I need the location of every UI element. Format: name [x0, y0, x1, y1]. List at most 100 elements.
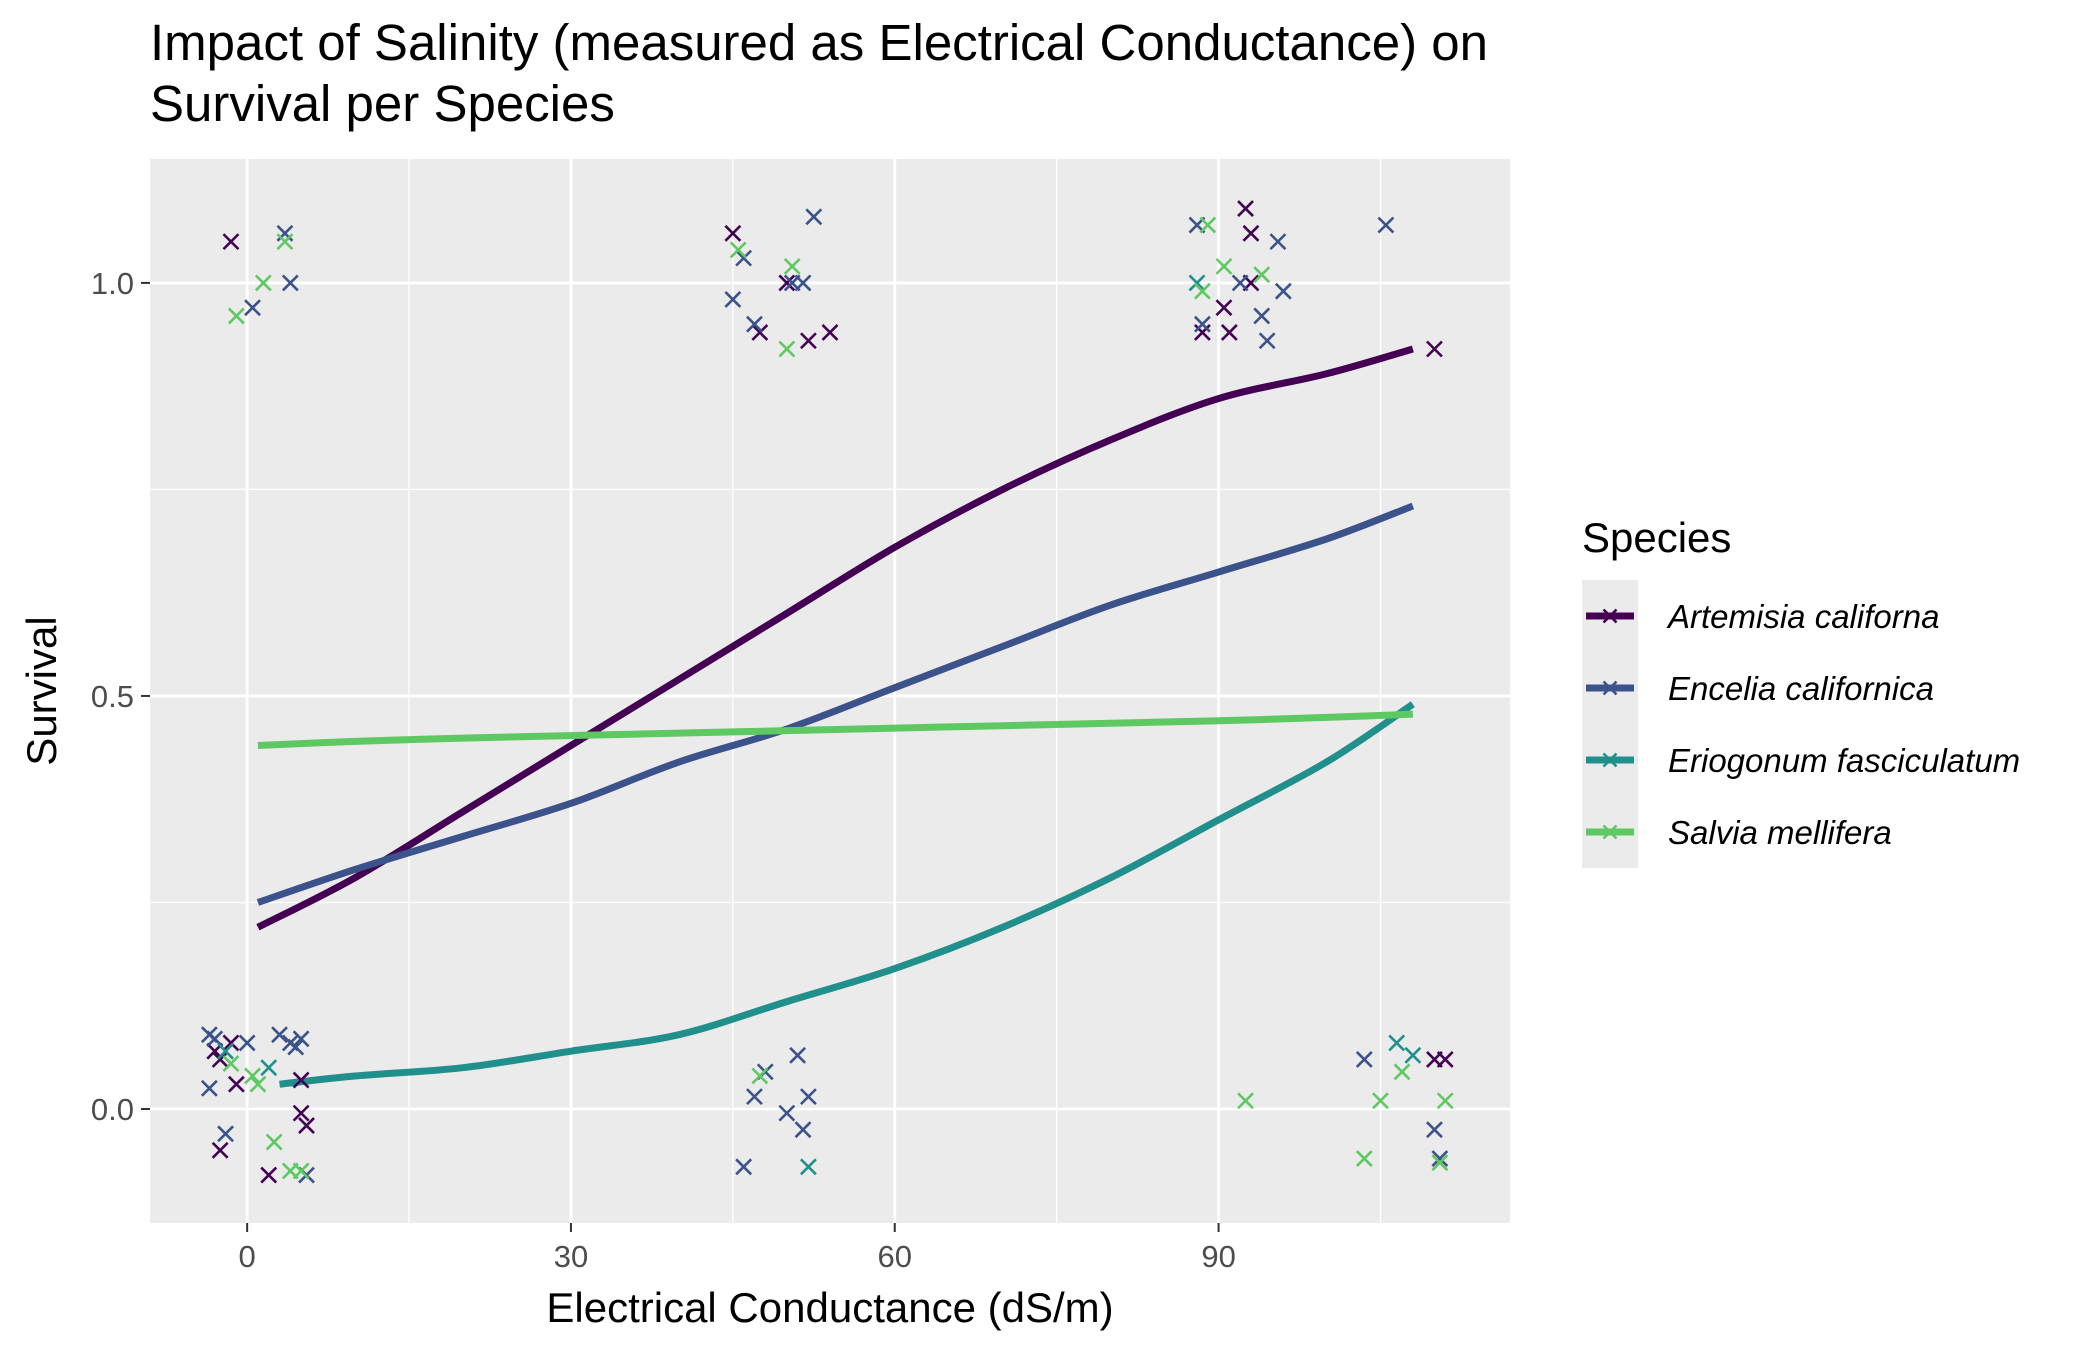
plot-panel	[150, 159, 1510, 1223]
legend-key-marker	[1602, 752, 1618, 768]
legend-title: Species	[1582, 514, 1731, 561]
y-tick-label: 0.5	[91, 679, 134, 714]
data-point-artemisia-californa	[751, 324, 769, 341]
data-point-encelia-californica	[799, 1088, 817, 1106]
data-point-salvia-mellifera	[1431, 1154, 1449, 1172]
data-point-encelia-californica	[217, 1125, 234, 1143]
data-point-encelia-californica	[794, 1121, 812, 1139]
data-point-salvia-mellifera	[1355, 1150, 1373, 1167]
data-point-encelia-californica	[1269, 233, 1287, 251]
data-point-salvia-mellifera	[249, 1075, 267, 1093]
data-point-eriogonum-fasciculatum	[1188, 274, 1206, 292]
data-point-eriogonum-fasciculatum	[260, 1059, 278, 1077]
data-point-encelia-californica	[238, 1034, 256, 1052]
data-point-salvia-mellifera	[227, 307, 245, 325]
x-tick-label: 30	[554, 1239, 588, 1274]
data-point-salvia-mellifera	[751, 1067, 769, 1085]
legend-key-marker	[1602, 608, 1618, 624]
data-point-encelia-californica	[292, 1030, 310, 1048]
x-axis-ticks: 0 30 60 90	[239, 1223, 1236, 1274]
data-point-encelia-californica	[746, 1088, 763, 1106]
y-tick-label: 1.0	[91, 266, 134, 301]
legend-item-eriogonum-fasciculatum: Eriogonum fasciculatum	[1582, 724, 2020, 796]
data-point-encelia-californica	[1258, 332, 1276, 350]
data-point-encelia-californica	[789, 1046, 807, 1064]
data-point-encelia-californica	[1377, 216, 1395, 234]
data-point-salvia-mellifera	[1372, 1092, 1389, 1110]
data-point-encelia-californica	[1431, 1150, 1449, 1167]
data-point-artemisia-californa	[799, 332, 817, 350]
data-point-encelia-californica	[778, 1104, 796, 1122]
fit-curve-salvia-mellifera	[257, 710, 1413, 750]
data-point-artemisia-californa	[260, 1166, 278, 1184]
data-point-salvia-mellifera	[778, 340, 796, 358]
data-point-artemisia-californa	[211, 1141, 229, 1159]
data-point-encelia-californica	[1193, 315, 1211, 333]
data-point-encelia-californica	[1355, 1051, 1373, 1068]
data-point-salvia-mellifera	[276, 233, 294, 251]
legend-label: Artemisia californa	[1666, 598, 1939, 635]
legend-label: Salvia mellifera	[1668, 814, 1892, 851]
data-point-encelia-californica	[746, 315, 763, 333]
data-point-salvia-mellifera	[1253, 266, 1271, 284]
legend-key-marker	[1602, 824, 1618, 840]
data-point-artemisia-californa	[1436, 1051, 1454, 1068]
legend: Species Artemisia californa Encelia calif…	[1582, 514, 2020, 868]
data-point-artemisia-californa	[292, 1071, 310, 1089]
data-point-salvia-mellifera	[1237, 1092, 1254, 1110]
data-point-artemisia-californa	[1237, 200, 1254, 217]
x-tick-label: 0	[239, 1239, 256, 1274]
legend-label: Encelia californica	[1668, 670, 1934, 707]
data-point-artemisia-californa	[227, 1075, 245, 1093]
data-point-artemisia-californa	[298, 1117, 315, 1134]
data-point-salvia-mellifera	[254, 274, 272, 292]
data-point-encelia-californica	[1274, 282, 1292, 300]
x-tick-label: 60	[878, 1239, 912, 1274]
data-point-artemisia-californa	[778, 274, 796, 292]
fit-curve-eriogonum-fasciculatum	[279, 701, 1415, 1088]
data-point-artemisia-californa	[222, 233, 240, 251]
data-point-salvia-mellifera	[244, 1067, 261, 1085]
data-point-encelia-californica	[794, 274, 812, 292]
data-point-artemisia-californa	[821, 324, 839, 341]
data-point-encelia-californica	[1253, 307, 1271, 325]
data-point-salvia-mellifera	[1199, 216, 1217, 234]
x-tick-label: 90	[1201, 1239, 1235, 1274]
data-point-salvia-mellifera	[222, 1055, 240, 1072]
data-point-salvia-mellifera	[1215, 257, 1233, 275]
data-point-salvia-mellifera	[1193, 282, 1211, 300]
data-point-salvia-mellifera	[1436, 1092, 1454, 1110]
legend-item-salvia-mellifera: Salvia mellifera	[1582, 796, 1892, 868]
legend-key-marker	[1602, 680, 1618, 696]
data-point-salvia-mellifera	[729, 241, 747, 259]
data-point-eriogonum-fasciculatum	[1388, 1034, 1406, 1052]
y-axis-label: Survival	[18, 616, 65, 765]
chart-title: Impact of Salinity (measured as Electric…	[150, 14, 1488, 132]
x-axis-label: Electrical Conductance (dS/m)	[546, 1284, 1113, 1331]
data-points	[200, 200, 1454, 1184]
data-point-artemisia-californa	[292, 1104, 310, 1122]
data-point-salvia-mellifera	[292, 1162, 310, 1180]
data-point-eriogonum-fasciculatum	[799, 1158, 817, 1176]
data-point-encelia-californica	[724, 291, 742, 308]
data-point-encelia-californica	[805, 208, 823, 226]
data-point-encelia-californica	[244, 299, 261, 317]
legend-item-encelia-californica: Encelia californica	[1582, 652, 1934, 724]
fit-curve-artemisia-californa	[256, 345, 1414, 931]
y-axis-ticks: 0.0 0.5 1.0	[91, 266, 150, 1127]
legend-item-artemisia-californa: Artemisia californa	[1582, 580, 1939, 652]
data-point-artemisia-californa	[1220, 324, 1238, 341]
data-point-encelia-californica	[200, 1079, 218, 1097]
data-point-artemisia-californa	[1215, 299, 1233, 317]
data-point-salvia-mellifera	[783, 257, 801, 275]
data-point-encelia-californica	[287, 1038, 305, 1056]
fit-curve-encelia-californica	[256, 502, 1415, 906]
data-point-artemisia-californa	[1426, 340, 1443, 358]
data-point-encelia-californica	[735, 1158, 753, 1176]
data-point-salvia-mellifera	[1393, 1063, 1411, 1081]
fit-curves	[256, 345, 1415, 1088]
data-point-artemisia-californa	[724, 224, 742, 242]
chart-title-line-2: Survival per Species	[150, 75, 615, 132]
legend-label: Eriogonum fasciculatum	[1668, 742, 2020, 779]
